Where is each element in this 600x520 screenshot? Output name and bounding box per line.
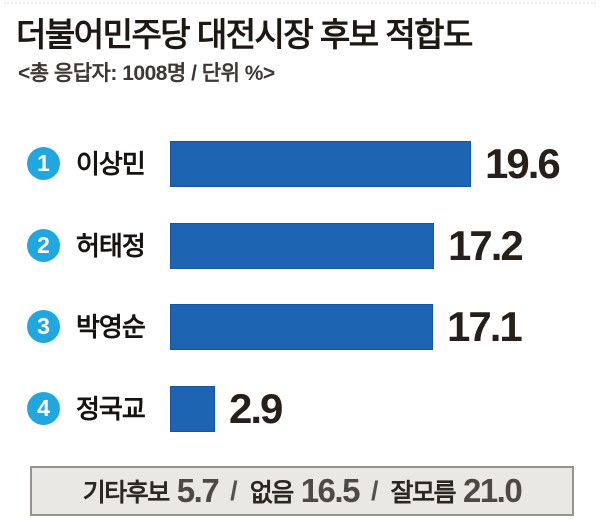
- candidate-name: 이상민: [76, 149, 146, 179]
- bar-value: 17.2: [448, 222, 524, 269]
- bar-value: 19.6: [485, 140, 561, 187]
- candidate-name: 허태정: [76, 231, 146, 261]
- watermark-dash: [256, 456, 302, 465]
- chart-row: 1 이상민 19.6: [0, 141, 600, 187]
- footer-summary-box: 기타후보 5.7 / 없음 16.5 / 잘모름 21.0: [30, 466, 574, 516]
- watermark: [118, 448, 302, 471]
- rank-badge: 1: [27, 147, 60, 180]
- bar-value: 17.1: [447, 303, 523, 350]
- chart-row: 4 정국교 2.9: [0, 386, 600, 432]
- chart-row: 2 허태정 17.2: [0, 223, 600, 269]
- top-border-artifact: [4, 2, 596, 4]
- candidate-name: 정국교: [76, 394, 146, 424]
- rank-badge: 4: [27, 392, 60, 425]
- bar: [170, 141, 471, 187]
- footer-label: 없음: [249, 479, 295, 507]
- footer-separator: /: [370, 475, 379, 506]
- bar: [170, 386, 215, 432]
- footer-label: 잘모름: [390, 479, 456, 507]
- chart-subtitle: <총 응답자: 1008명 / 단위 %>: [18, 62, 275, 85]
- bar: [170, 223, 434, 269]
- bar-value: 2.9: [229, 385, 283, 432]
- page-title: 더불어민주당 대전시장 후보 적합도: [16, 16, 473, 53]
- footer-label: 기타후보: [82, 479, 171, 507]
- chart-row: 3 박영순 17.1: [0, 304, 600, 350]
- bar: [170, 304, 433, 350]
- candidate-name: 박영순: [76, 312, 146, 342]
- rank-badge: 3: [27, 310, 60, 343]
- footer-value: 21.0: [462, 472, 523, 509]
- footer-value: 16.5: [300, 472, 361, 509]
- footer-value: 5.7: [176, 472, 220, 509]
- footer-separator: /: [230, 475, 238, 506]
- rank-badge: 2: [27, 229, 60, 262]
